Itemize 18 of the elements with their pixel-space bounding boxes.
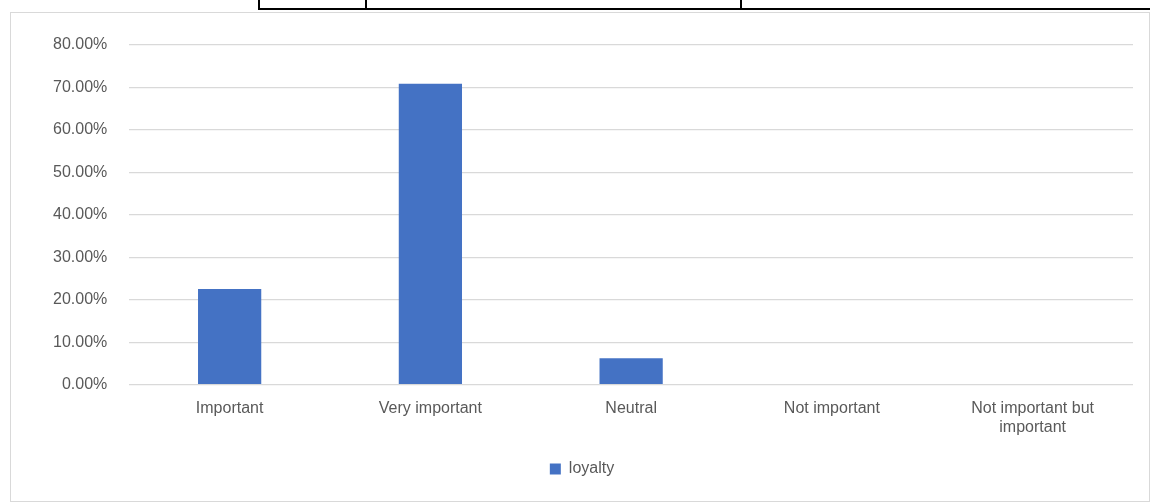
bar xyxy=(198,288,262,384)
y-tick-label: 50.00% xyxy=(53,162,108,180)
y-tick-label: 20.00% xyxy=(53,290,108,308)
y-tick-label: 10.00% xyxy=(53,332,108,350)
x-tick-label: Very important xyxy=(378,398,483,416)
x-tick-label: Not important but important xyxy=(971,398,1095,435)
y-tick-label: 30.00% xyxy=(53,247,108,265)
y-tick-label: 40.00% xyxy=(53,205,108,223)
y-tick-label: 70.00% xyxy=(53,77,108,95)
x-tick-label: Neutral xyxy=(605,398,657,416)
bar xyxy=(398,83,462,384)
y-tick-label: 60.00% xyxy=(53,120,108,138)
y-tick-label: 0.00% xyxy=(61,375,108,393)
x-tick-label: Not important xyxy=(783,398,881,416)
bar xyxy=(599,358,663,384)
x-tick-label: Important xyxy=(195,398,264,416)
legend-label: loyalty xyxy=(568,459,615,477)
y-tick-label: 80.00% xyxy=(53,35,108,53)
